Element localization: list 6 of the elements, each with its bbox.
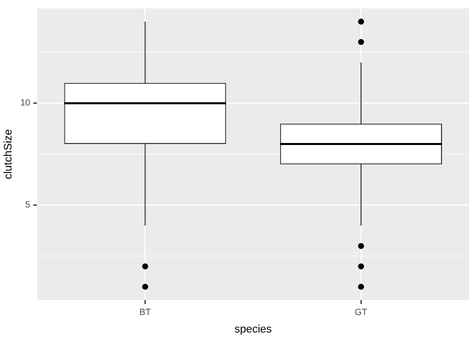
x-tick-label: BT — [139, 306, 152, 317]
x-tick-label: GT — [354, 306, 368, 317]
y-tick-label: 10 — [20, 98, 30, 108]
x-axis-title: species — [234, 323, 272, 336]
y-axis-title: clutchSize — [2, 129, 15, 180]
y-tick-label: 5 — [25, 200, 30, 210]
